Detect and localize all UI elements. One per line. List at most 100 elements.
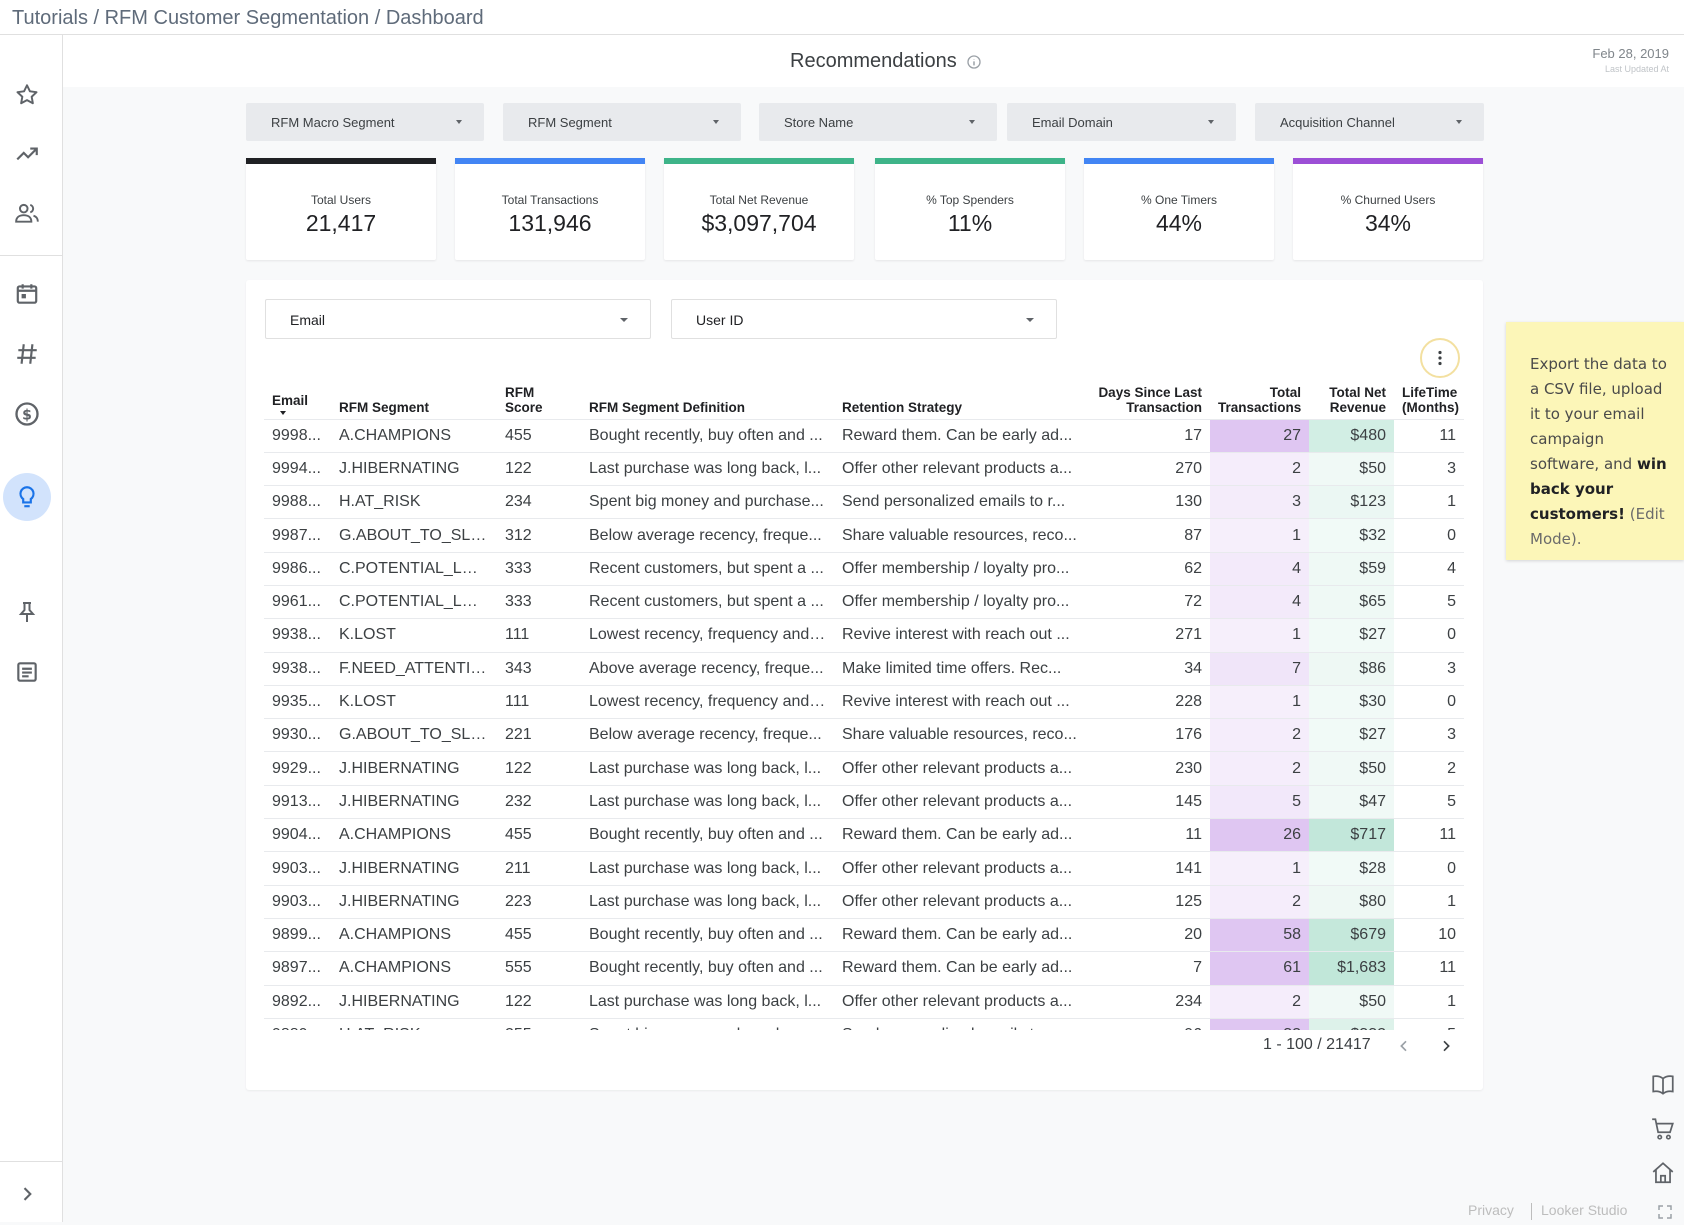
- table-row[interactable]: 9929... J.HIBERNATING 122 Last purchase was…: [264, 751, 1464, 786]
- table-row[interactable]: 9913... J.HIBERNATING 232 Last purchase was…: [264, 784, 1464, 819]
- column-header-lifetime-months[interactable]: LifeTime (Months): [1394, 375, 1464, 419]
- kpi-color-bar: [1293, 158, 1483, 164]
- table-cell: 255: [497, 1017, 581, 1030]
- filter-acquisition-channel[interactable]: Acquisition Channel: [1255, 103, 1484, 141]
- table-cell: C.POTENTIAL_LOY...: [331, 584, 497, 619]
- calendar-icon[interactable]: [7, 274, 47, 314]
- table-cell: G.ABOUT_TO_SLE...: [331, 518, 497, 553]
- table-row[interactable]: 9988... H.AT_RISK 234 Spent big money and p…: [264, 485, 1464, 519]
- column-header-rfm-segment-definition[interactable]: RFM Segment Definition: [581, 375, 834, 419]
- table-cell: 72: [1087, 584, 1210, 619]
- filter-rfm-segment[interactable]: RFM Segment: [503, 103, 741, 141]
- table-row[interactable]: 9998... A.CHAMPIONS 455 Bought recently, bu…: [264, 418, 1464, 453]
- privacy-link[interactable]: Privacy: [1468, 1202, 1514, 1218]
- table-cell: 122: [497, 751, 581, 786]
- table-cell: $65: [1309, 584, 1394, 619]
- breadcrumb[interactable]: Tutorials / RFM Customer Segmentation / …: [12, 7, 484, 29]
- table-cell: K.LOST: [331, 684, 497, 719]
- star-icon[interactable]: [7, 75, 47, 115]
- dropdown-arrow-icon: [1456, 120, 1462, 124]
- table-row[interactable]: 9892... J.HIBERNATING 122 Last purchase was…: [264, 984, 1464, 1019]
- document-icon[interactable]: [7, 652, 47, 692]
- table-cell: $332: [1309, 1017, 1394, 1030]
- table-cell: C.POTENTIAL_LOY...: [331, 551, 497, 586]
- table-row[interactable]: 9987... G.ABOUT_TO_SLE... 312 Below average…: [264, 518, 1464, 553]
- table-row[interactable]: 9938... F.NEED_ATTENTION 343 Above average …: [264, 651, 1464, 686]
- table-row[interactable]: 9903... J.HIBERNATING 223 Last purchase was…: [264, 884, 1464, 919]
- column-header-total-net-revenue[interactable]: Total Net Revenue: [1309, 375, 1394, 419]
- table-cell: Last purchase was long back, l...: [581, 784, 834, 819]
- hashtag-icon[interactable]: [7, 334, 47, 374]
- users-icon[interactable]: [7, 193, 47, 233]
- trending-up-icon[interactable]: [7, 134, 47, 174]
- table-cell: 455: [497, 917, 581, 952]
- table-cell: $50: [1309, 984, 1394, 1019]
- home-icon[interactable]: [1646, 1156, 1680, 1190]
- kpi-one-timers: % One Timers 44%: [1084, 158, 1274, 260]
- table-cell: $28: [1309, 851, 1394, 886]
- table-row[interactable]: 9889...H.AT_RISK255Spent big money and p…: [264, 1017, 1464, 1030]
- table-cell: 11: [1087, 818, 1210, 852]
- note-edit-mode: (Edit Mode).: [1530, 505, 1665, 548]
- kpi-color-bar: [875, 158, 1065, 164]
- table-cell: 455: [497, 418, 581, 453]
- table-cell: 9938...: [264, 618, 331, 653]
- data-table-wrap[interactable]: Email RFM Segment RFM Score RFM Segment …: [264, 375, 1464, 1030]
- data-table: Email RFM Segment RFM Score RFM Segment …: [264, 375, 1464, 1030]
- column-header-rfm-segment[interactable]: RFM Segment: [331, 375, 497, 419]
- table-row[interactable]: 9930... G.ABOUT_TO_SLE... 221 Below average…: [264, 718, 1464, 752]
- table-cell: 9961...: [264, 584, 331, 619]
- dollar-circle-icon[interactable]: $: [7, 394, 47, 434]
- table-cell: 7: [1210, 651, 1309, 686]
- table-cell: 2: [1210, 984, 1309, 1019]
- pin-icon[interactable]: [7, 592, 47, 632]
- table-row[interactable]: 9903... J.HIBERNATING 211 Last purchase was…: [264, 851, 1464, 886]
- footer-divider: [1531, 1203, 1532, 1220]
- table-row[interactable]: 9994... J.HIBERNATING 122 Last purchase was…: [264, 451, 1464, 486]
- table-cell: Last purchase was long back, l...: [581, 851, 834, 886]
- table-cell: $717: [1309, 818, 1394, 852]
- table-cell: 9903...: [264, 884, 331, 919]
- table-cell: Bought recently, buy often and ...: [581, 418, 834, 453]
- cart-icon[interactable]: [1646, 1112, 1680, 1146]
- dropdown-arrow-icon: [969, 120, 975, 124]
- fullscreen-icon[interactable]: [1657, 1204, 1673, 1225]
- table-row[interactable]: 9986... C.POTENTIAL_LOY... 333 Recent custo…: [264, 551, 1464, 586]
- table-cell: 3: [1394, 451, 1464, 486]
- column-header-email[interactable]: Email: [264, 375, 331, 419]
- next-page-button[interactable]: [1432, 1032, 1460, 1060]
- table-row[interactable]: 9938... K.LOST 111 Lowest recency, frequenc…: [264, 618, 1464, 653]
- info-icon[interactable]: [966, 54, 982, 75]
- user-id-filter[interactable]: User ID: [671, 299, 1057, 339]
- column-header-label: Total Transactions: [1218, 384, 1302, 415]
- table-row[interactable]: 9899... A.CHAMPIONS 455 Bought recently, bu…: [264, 917, 1464, 952]
- table-cell: 234: [1087, 984, 1210, 1019]
- table-row[interactable]: 9961... C.POTENTIAL_LOY... 333 Recent custo…: [264, 584, 1464, 619]
- table-row[interactable]: 9904... A.CHAMPIONS 455 Bought recently, bu…: [264, 818, 1464, 852]
- kpi-value: 21,417: [305, 210, 377, 236]
- table-cell: Last purchase was long back, l...: [581, 884, 834, 919]
- column-header-total-transactions[interactable]: Total Transactions: [1210, 375, 1309, 419]
- kpi-total-transactions: Total Transactions 131,946: [455, 158, 645, 260]
- chevron-right-icon[interactable]: [7, 1174, 47, 1214]
- looker-studio-link[interactable]: Looker Studio: [1541, 1202, 1628, 1218]
- filter-label: Email: [290, 312, 326, 328]
- table-row[interactable]: 9897... A.CHAMPIONS 555 Bought recently, bu…: [264, 951, 1464, 986]
- filter-label: User ID: [696, 312, 744, 328]
- column-header-label: Retention Strategy: [842, 399, 963, 415]
- table-cell: Reward them. Can be early ad...: [834, 418, 1087, 453]
- book-icon[interactable]: [1646, 1068, 1680, 1102]
- email-filter[interactable]: Email: [265, 299, 651, 339]
- table-cell: 333: [497, 584, 581, 619]
- previous-page-button[interactable]: [1390, 1032, 1418, 1060]
- column-header-rfm-score[interactable]: RFM Score: [497, 375, 581, 419]
- filter-store-name[interactable]: Store Name: [759, 103, 997, 141]
- column-header-days-since-last-transaction[interactable]: Days Since Last Transaction: [1087, 375, 1210, 419]
- table-cell: 270: [1087, 451, 1210, 486]
- table-row[interactable]: 9935... K.LOST 111 Lowest recency, frequenc…: [264, 684, 1464, 719]
- more-options-button[interactable]: [1420, 338, 1460, 378]
- column-header-retention-strategy[interactable]: Retention Strategy: [834, 375, 1087, 419]
- filter-email-domain[interactable]: Email Domain: [1007, 103, 1236, 141]
- filter-rfm-macro-segment[interactable]: RFM Macro Segment: [246, 103, 484, 141]
- lightbulb-icon[interactable]: [3, 473, 51, 521]
